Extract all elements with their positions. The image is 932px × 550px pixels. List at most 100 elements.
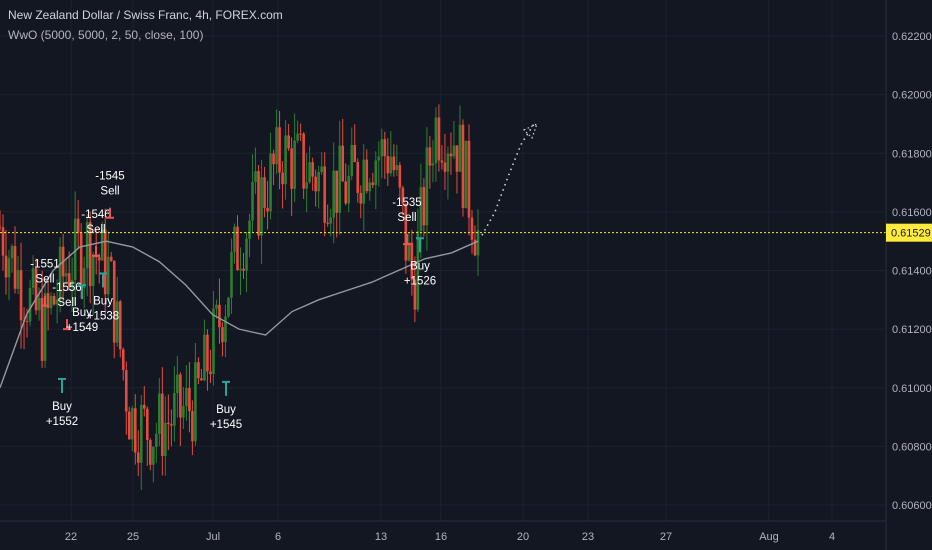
candle-body bbox=[106, 256, 110, 295]
candle-body bbox=[260, 177, 263, 236]
candle-body bbox=[218, 304, 221, 328]
candle-body bbox=[1, 227, 5, 256]
candle-body bbox=[10, 246, 14, 259]
candle-body bbox=[233, 226, 236, 252]
candle-body bbox=[230, 251, 233, 298]
signal-amount: -1551 bbox=[30, 259, 59, 271]
signal-side: Buy bbox=[410, 260, 430, 272]
time-tick-label: Aug bbox=[759, 531, 779, 543]
signal-amount: +1526 bbox=[404, 275, 436, 287]
candle-body bbox=[37, 297, 41, 311]
candle-body bbox=[176, 374, 179, 394]
signal-side: Buy bbox=[216, 404, 236, 416]
projection-dotted-line bbox=[481, 123, 535, 236]
buy-signal: Buy +1552 bbox=[46, 377, 78, 428]
candle-body bbox=[70, 279, 74, 287]
candle-body bbox=[464, 140, 468, 208]
candle-body bbox=[251, 182, 254, 221]
price-tick-label: 0.60800 bbox=[892, 441, 932, 453]
candle-body bbox=[431, 163, 435, 166]
candle-body bbox=[242, 268, 245, 271]
candle-body bbox=[133, 408, 137, 453]
candle-body bbox=[341, 145, 345, 182]
time-tick-label: 22 bbox=[65, 531, 77, 543]
candle-body bbox=[103, 229, 107, 295]
candle-body bbox=[350, 144, 354, 176]
candle-body bbox=[88, 222, 92, 287]
current-price-label-text: 0.61529 bbox=[891, 228, 931, 240]
candle-body bbox=[401, 187, 405, 204]
candle-body bbox=[46, 293, 50, 309]
candle-body bbox=[16, 270, 20, 289]
signal-side: Buy bbox=[93, 295, 113, 307]
candle-body bbox=[115, 301, 119, 343]
time-tick-label: 25 bbox=[127, 531, 139, 543]
candle-body bbox=[4, 255, 8, 278]
candle-body bbox=[461, 124, 465, 208]
price-tick-label: 0.61000 bbox=[892, 383, 932, 395]
candle-body bbox=[185, 388, 188, 407]
candle-body bbox=[155, 433, 158, 447]
candle-body bbox=[206, 334, 209, 372]
candle-body bbox=[100, 229, 104, 261]
candle-body bbox=[215, 304, 218, 309]
candle-body bbox=[118, 301, 122, 350]
price-tick-label: 0.62000 bbox=[892, 90, 932, 102]
sell-signal: -1551 Sell bbox=[30, 259, 60, 307]
time-tick-label: 6 bbox=[275, 531, 281, 543]
moving-average-line bbox=[0, 240, 479, 388]
candle-body bbox=[182, 406, 185, 418]
candle-body bbox=[52, 295, 56, 305]
candle-body bbox=[425, 147, 429, 226]
candle-body bbox=[317, 171, 320, 192]
candle-body bbox=[452, 145, 456, 157]
candle-body bbox=[136, 452, 140, 463]
candle-body bbox=[449, 153, 453, 157]
signal-amount: +1552 bbox=[46, 416, 78, 428]
signal-side: Sell bbox=[100, 186, 119, 198]
candle-body bbox=[49, 295, 53, 309]
signal-side: Buy bbox=[72, 307, 92, 319]
candle-body bbox=[308, 162, 311, 183]
candle-body bbox=[64, 273, 68, 277]
candle-body bbox=[338, 145, 342, 213]
price-tick-label: 0.60600 bbox=[892, 500, 932, 512]
candle-body bbox=[419, 187, 423, 232]
candle-body bbox=[434, 117, 438, 164]
candle-body bbox=[269, 153, 272, 212]
signal-amount: +1545 bbox=[210, 419, 242, 431]
signal-side: Buy bbox=[52, 401, 72, 413]
candle-body bbox=[272, 153, 275, 165]
candle-body bbox=[290, 148, 293, 189]
candle-body bbox=[470, 217, 474, 240]
indicator-legend: WwO (5000, 5000, 2, 50, close, 100) bbox=[8, 28, 204, 42]
candle-body bbox=[416, 231, 420, 310]
buy-signal: Buy +1549 bbox=[66, 284, 98, 334]
candle-body bbox=[152, 446, 155, 465]
candle-body bbox=[236, 226, 239, 270]
price-axis[interactable]: 0.62200 0.62000 0.61800 0.61600 0.61400 0.612… bbox=[892, 31, 932, 512]
signal-amount: +1538 bbox=[87, 310, 119, 322]
price-tick-label: 0.61600 bbox=[892, 207, 932, 219]
candle-body bbox=[263, 177, 266, 208]
candle-body bbox=[299, 133, 302, 135]
candle-body bbox=[221, 327, 224, 343]
candle-body bbox=[109, 256, 113, 261]
candle-body bbox=[149, 440, 152, 465]
time-tick-label: 13 bbox=[375, 531, 387, 543]
candle-body bbox=[73, 218, 77, 280]
candle-body bbox=[55, 299, 59, 305]
candle-body bbox=[404, 203, 408, 261]
signal-side: Sell bbox=[397, 212, 416, 224]
candle-body bbox=[293, 140, 296, 189]
signal-amount: -1556 bbox=[52, 282, 81, 294]
candle-body bbox=[320, 166, 323, 172]
candle-body bbox=[43, 293, 47, 361]
candle-body bbox=[395, 165, 399, 171]
candle-body bbox=[188, 388, 191, 412]
candle-body bbox=[368, 182, 372, 192]
candle-body bbox=[224, 316, 227, 343]
candle-body bbox=[476, 230, 480, 256]
time-axis[interactable]: 22 25 Jul 6 13 16 20 23 27 Aug 4 bbox=[65, 531, 835, 543]
